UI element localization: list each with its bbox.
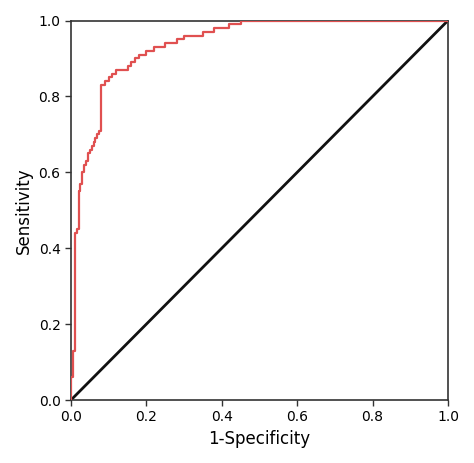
X-axis label: 1-Specificity: 1-Specificity (209, 430, 310, 448)
Y-axis label: Sensitivity: Sensitivity (15, 167, 33, 254)
